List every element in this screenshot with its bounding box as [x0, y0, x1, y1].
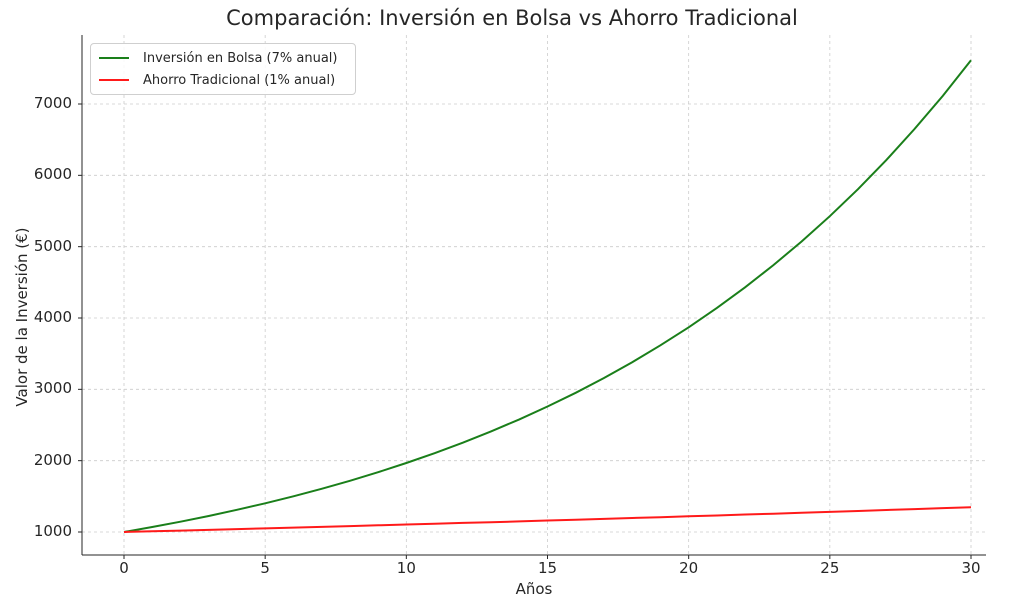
x-tick-label: 20	[679, 559, 699, 577]
y-tick-label: 5000	[33, 236, 72, 255]
x-tick-label: 15	[537, 559, 558, 577]
y-tick-label: 6000	[33, 165, 72, 184]
x-tick-label: 30	[961, 559, 981, 577]
x-axis-label: Años	[515, 580, 553, 598]
series-lines	[123, 59, 972, 533]
legend-label: Inversión en Bolsa (7% anual)	[143, 50, 338, 66]
y-tick-label: 3000	[33, 379, 72, 398]
y-tick-label: 1000	[33, 522, 72, 540]
legend: Inversión en Bolsa (7% anual) Ahorro Tra…	[90, 43, 356, 95]
series-line-0	[123, 59, 972, 533]
axes	[78, 35, 986, 559]
series-line-1	[123, 506, 972, 533]
grid-lines	[82, 35, 986, 555]
y-tick-label: 4000	[33, 308, 72, 326]
y-tick-label: 7000	[33, 94, 72, 112]
x-tick-label: 10	[396, 559, 416, 577]
legend-item-ahorro: Ahorro Tradicional (1% anual)	[99, 70, 335, 90]
chart-title: Comparación: Inversión en Bolsa vs Ahorr…	[226, 6, 798, 30]
legend-swatch-green	[99, 57, 129, 59]
legend-item-bolsa: Inversión en Bolsa (7% anual)	[99, 48, 337, 68]
x-tick-label: 5	[260, 559, 270, 577]
x-tick-label: 25	[820, 559, 840, 577]
legend-label: Ahorro Tradicional (1% anual)	[143, 72, 336, 88]
y-tick-label: 2000	[33, 450, 72, 469]
x-tick-label: 0	[119, 559, 129, 577]
legend-swatch-red	[99, 79, 129, 81]
